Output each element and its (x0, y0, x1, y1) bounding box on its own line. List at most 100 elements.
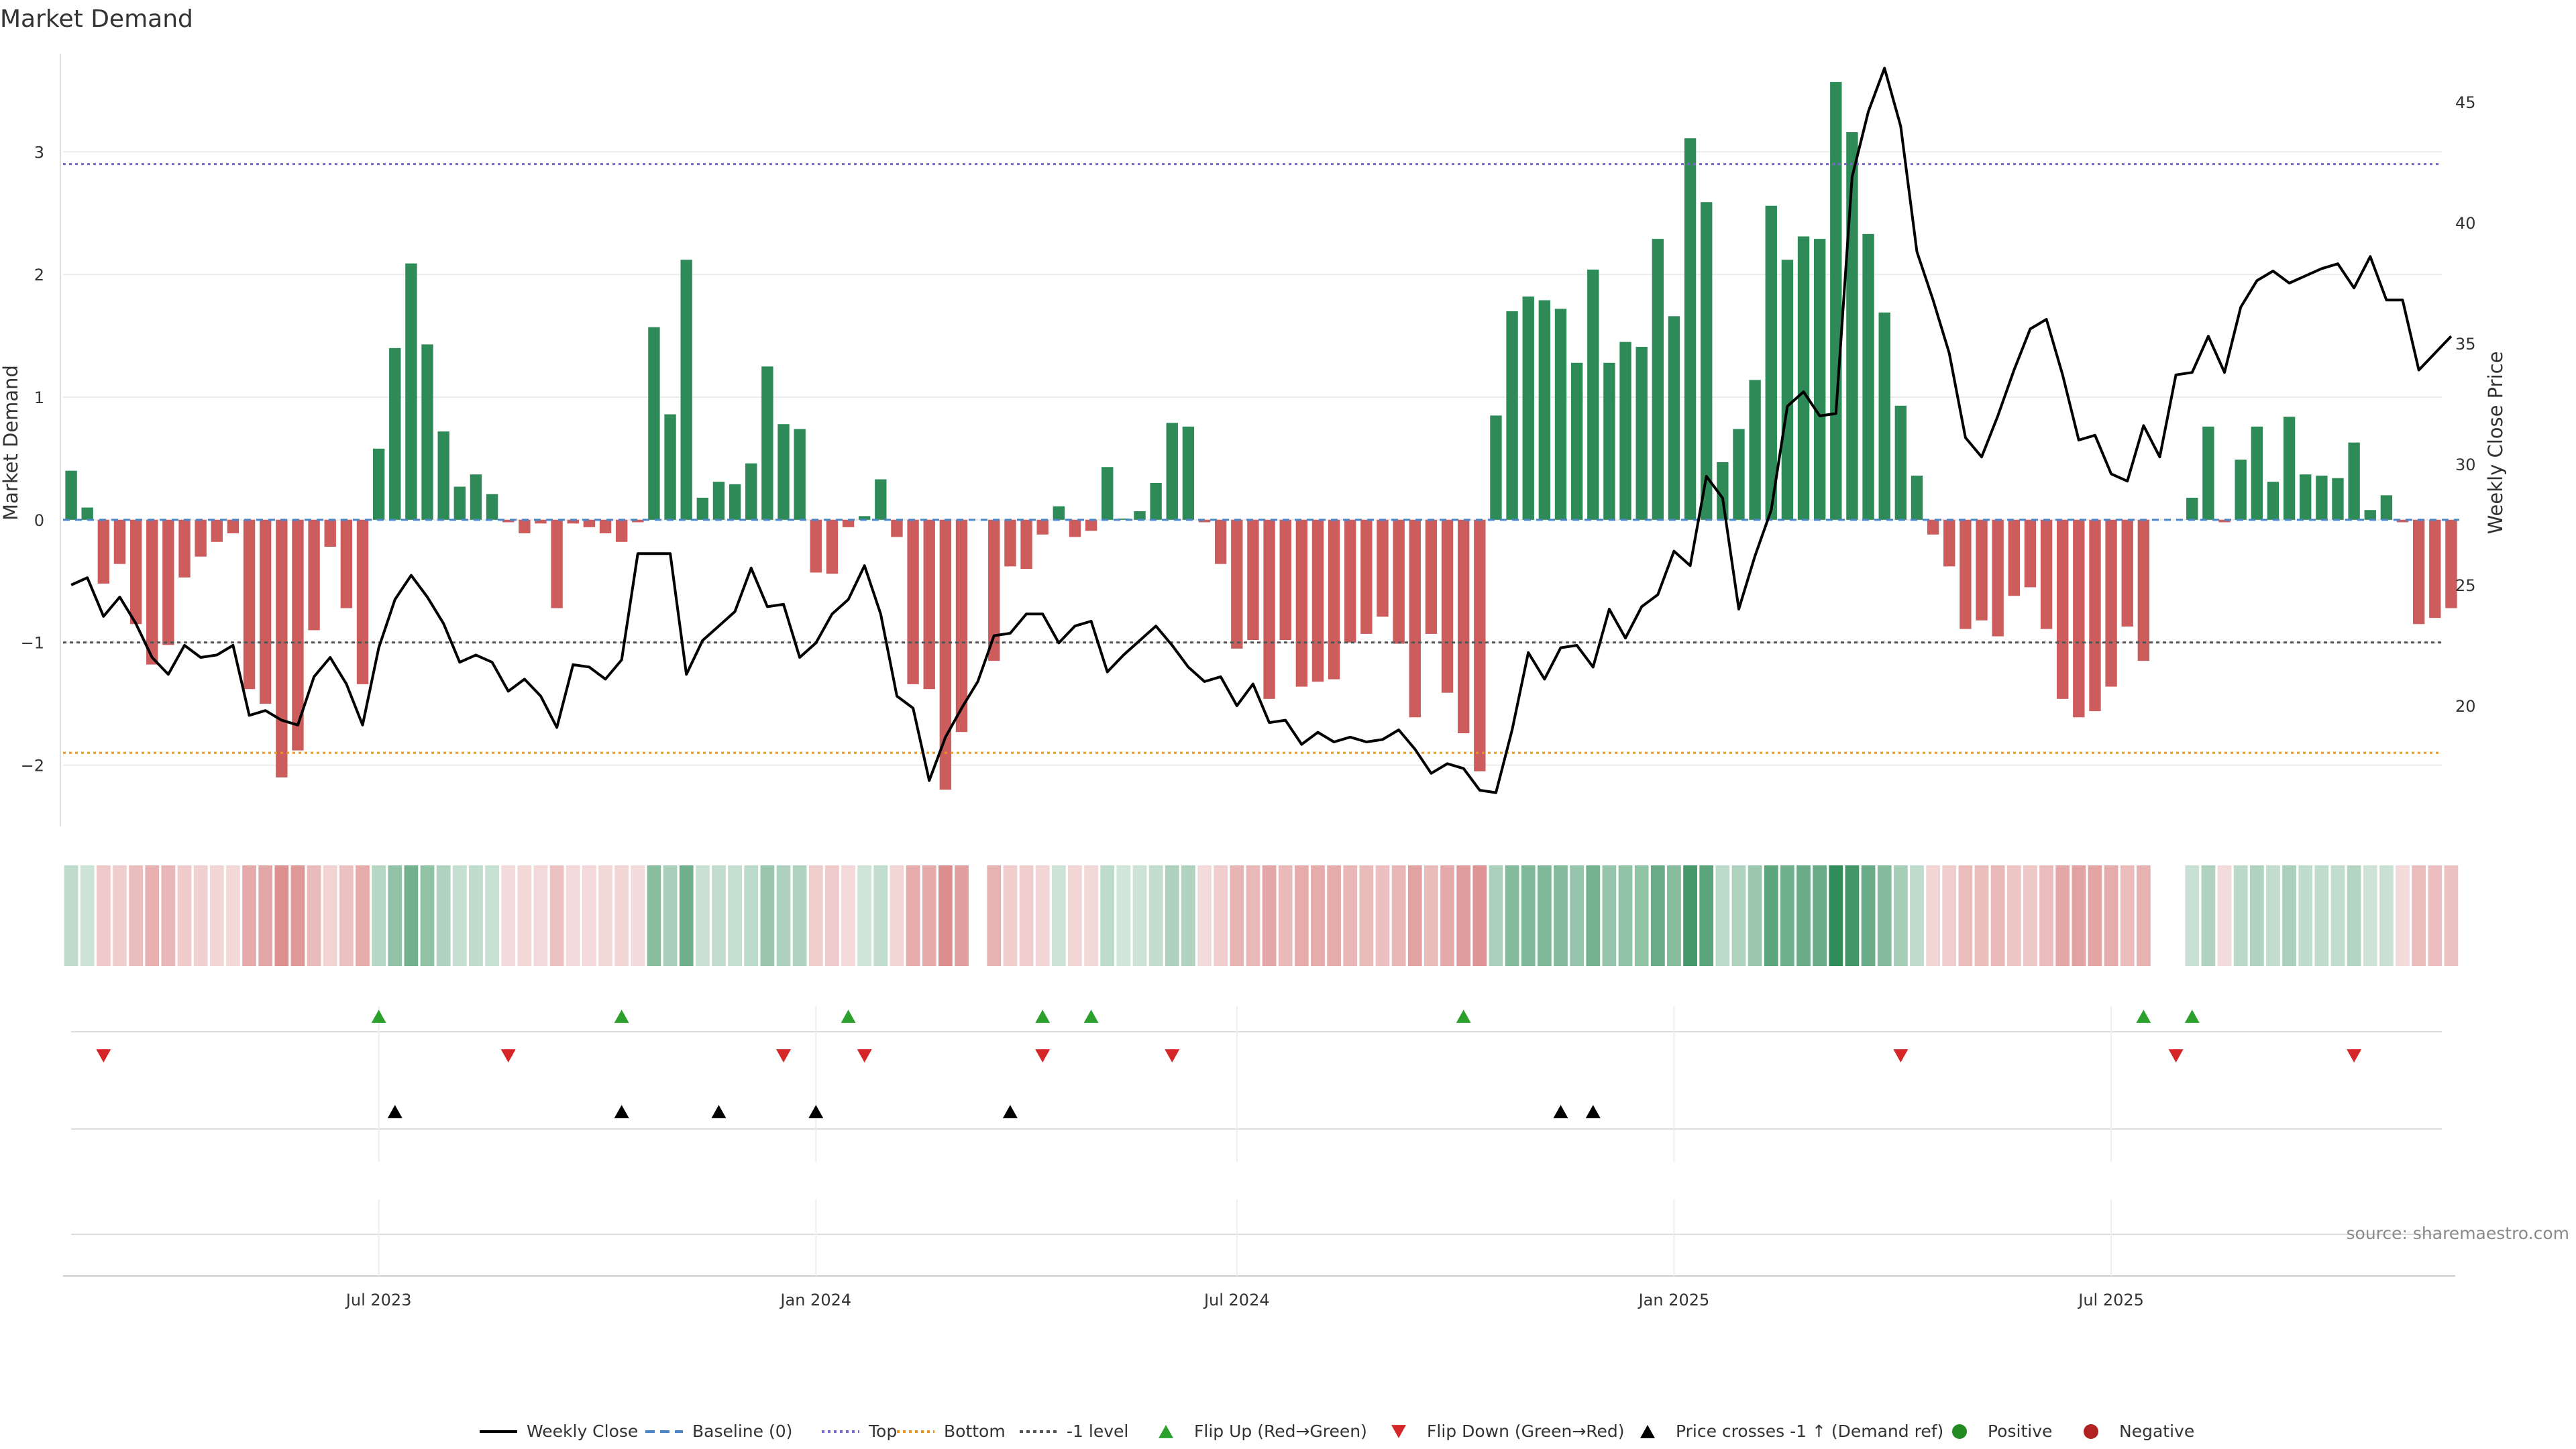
legend-label: Top (868, 1421, 897, 1441)
demand-bar (2429, 519, 2441, 619)
heat-strip-cell (1375, 865, 1390, 966)
demand-bar (195, 519, 207, 557)
demand-bar (1409, 519, 1421, 718)
y2-tick-label: 35 (2455, 335, 2476, 354)
heat-strip-cell (1667, 865, 1681, 966)
demand-bar (1134, 511, 1146, 520)
demand-bar (1490, 415, 1502, 520)
heat-strip-cell (2363, 865, 2377, 966)
heat-strip-cell (1327, 865, 1341, 966)
demand-bar (2073, 519, 2085, 718)
heat-strip-cell (1570, 865, 1585, 966)
heat-strip-cell (533, 865, 548, 966)
y2-tick-label: 45 (2455, 93, 2476, 112)
demand-heat-strip (64, 865, 2459, 966)
price-cross-marker (1553, 1105, 1568, 1118)
heat-strip-cell (2330, 865, 2345, 966)
heat-strip-cell (1974, 865, 1989, 966)
legend-item: Flip Up (Red→Green) (1159, 1421, 1367, 1441)
demand-bar (227, 519, 239, 533)
demand-bar (2186, 497, 2198, 520)
heat-strip-cell (922, 865, 936, 966)
legend-swatch-positive (1952, 1424, 1967, 1439)
heat-strip-cell (2249, 865, 2264, 966)
heat-strip-cell (1311, 865, 1325, 966)
heat-strip-cell (1748, 865, 1762, 966)
legend-swatch-cross (1640, 1425, 1655, 1438)
demand-bar (1458, 519, 1470, 734)
flip-down-marker (776, 1049, 792, 1063)
demand-bar (1701, 202, 1713, 520)
demand-bar (1295, 519, 1308, 687)
demand-bar (113, 519, 126, 564)
heat-strip-cell (2412, 865, 2426, 966)
heat-strip-cell (388, 865, 402, 966)
flip-up-marker (614, 1010, 629, 1023)
demand-bar (1247, 519, 1259, 641)
demand-bar (696, 497, 709, 520)
heat-strip-cell (695, 865, 710, 966)
demand-bar (1635, 347, 1648, 520)
heat-strip-cell (873, 865, 888, 966)
flip-up-marker (1035, 1010, 1051, 1023)
demand-bar (81, 507, 93, 520)
heat-strip-cell (1764, 865, 1778, 966)
demand-bar (1927, 519, 1939, 535)
heat-strip-cell (2314, 865, 2329, 966)
demand-bar (599, 519, 612, 533)
legend-label: Bottom (944, 1421, 1006, 1441)
legend-item: Price crosses -1 ↑ (Demand ref) (1640, 1421, 1943, 1441)
heat-strip-cell (1003, 865, 1018, 966)
demand-bar (1943, 519, 1955, 567)
demand-bar (1198, 519, 1211, 523)
heat-strip-cell (2298, 865, 2313, 966)
heat-strip-cell (1537, 865, 1552, 966)
legend-label: -1 level (1067, 1421, 1128, 1441)
legend-item: -1 level (1020, 1421, 1128, 1441)
demand-bar (2235, 460, 2247, 520)
heat-strip-cell (2006, 865, 2021, 966)
heat-strip-cell (663, 865, 678, 966)
heat-strip-cell (712, 865, 726, 966)
y2-tick-label: 25 (2455, 576, 2476, 595)
demand-bar (1830, 82, 1842, 520)
demand-bar (1393, 519, 1405, 644)
demand-bar (1570, 362, 1583, 520)
heat-strip-cell (2104, 865, 2118, 966)
demand-bar (2332, 478, 2344, 520)
legend-swatch-flip-down (1391, 1425, 1406, 1438)
heat-strip-cell (1181, 865, 1195, 966)
heat-strip-cell (1926, 865, 1940, 966)
heat-strip-cell (2266, 865, 2280, 966)
heat-strip-cell (1861, 865, 1876, 966)
heat-strip-cell (614, 865, 629, 966)
demand-bar (2218, 519, 2231, 523)
heat-strip-cell (1197, 865, 1212, 966)
y-tick-label: −1 (21, 634, 44, 653)
demand-bar (1311, 519, 1324, 682)
demand-bar (2348, 442, 2360, 520)
demand-bar (826, 519, 839, 574)
price-cross-marker (614, 1105, 629, 1118)
heat-strip-cell (938, 865, 953, 966)
y-tick-label: 0 (34, 511, 44, 530)
demand-bar (891, 519, 903, 537)
price-cross-marker (387, 1105, 402, 1118)
demand-bar (1102, 467, 1114, 520)
demand-bar (745, 463, 757, 520)
heat-strip-cell (2217, 865, 2232, 966)
heat-strip-cell (1845, 865, 1860, 966)
heat-strip-cell (517, 865, 532, 966)
heat-strip-cell (1359, 865, 1374, 966)
heat-strip-cell (1829, 865, 1843, 966)
legend-item: Bottom (897, 1421, 1006, 1441)
demand-bar (1992, 519, 2004, 637)
flip-down-marker (500, 1049, 516, 1063)
demand-bar (842, 519, 855, 527)
demand-bar (2008, 519, 2020, 596)
heat-strip-cell (1521, 865, 1536, 966)
demand-bar (939, 519, 952, 790)
demand-bar (1765, 205, 1777, 520)
y-axis-label: Market Demand (0, 365, 22, 521)
demand-bar (97, 519, 110, 584)
